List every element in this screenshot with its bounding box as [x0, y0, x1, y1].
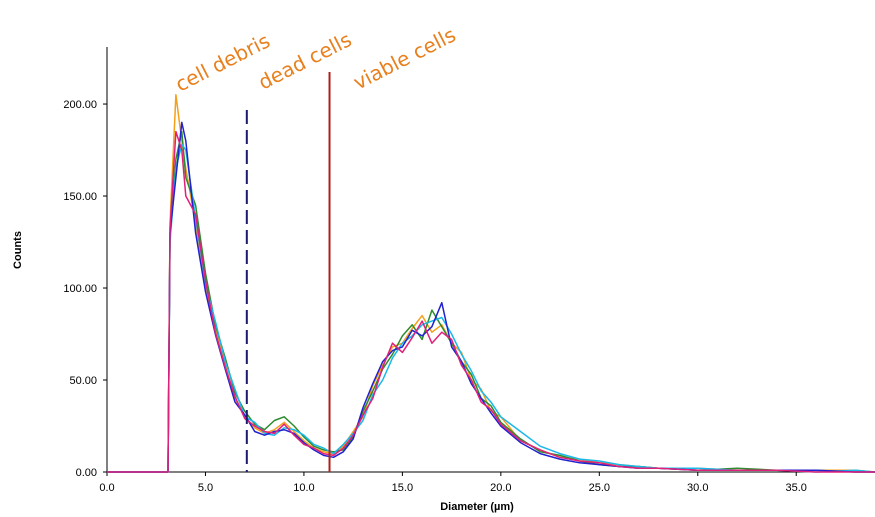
x-axis-title: Diameter (µm) — [440, 501, 514, 513]
x-tick-label: 10.0 — [293, 482, 314, 494]
y-tick-label: 150.00 — [63, 191, 97, 203]
series-line — [107, 143, 875, 473]
annotation: dead cells — [254, 27, 355, 94]
series-line — [107, 130, 875, 473]
annotation: viable cells — [349, 22, 459, 94]
series-line — [107, 94, 875, 473]
annotation: cell debris — [171, 28, 273, 96]
y-tick-label: 100.00 — [63, 283, 97, 295]
y-tick-label: 200.00 — [63, 99, 97, 111]
x-tick-label: 5.0 — [198, 482, 213, 494]
y-tick-label: 0.00 — [76, 467, 97, 479]
x-tick-label: 0.0 — [99, 482, 114, 494]
y-axis-title: Counts — [12, 231, 24, 269]
x-tick-label: 20.0 — [490, 482, 511, 494]
x-tick-label: 30.0 — [687, 482, 708, 494]
x-tick-label: 25.0 — [589, 482, 610, 494]
y-tick-label: 50.00 — [69, 375, 97, 387]
series-line — [107, 121, 875, 473]
x-tick-label: 15.0 — [392, 482, 413, 494]
series-line — [107, 130, 875, 473]
x-tick-label: 35.0 — [786, 482, 807, 494]
